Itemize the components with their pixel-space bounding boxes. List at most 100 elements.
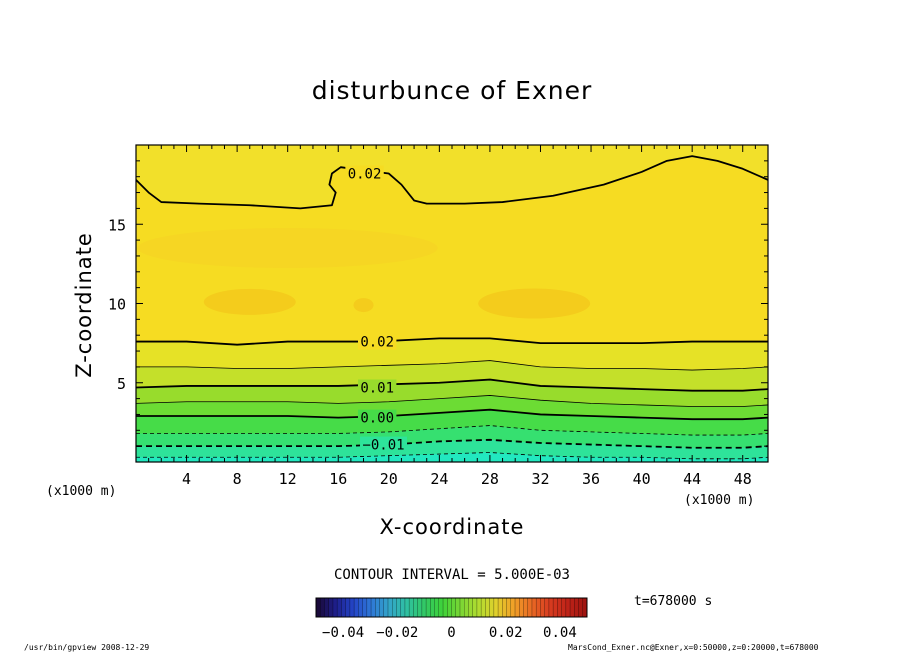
- colorbar-segment: [502, 598, 508, 617]
- contour-label: 0.01: [360, 381, 394, 397]
- colorbar-segment: [493, 598, 499, 617]
- colorbar-segment: [485, 598, 491, 617]
- footer-program-label: /usr/bin/gpview 2008-12-29: [24, 643, 150, 652]
- colorbar-segment: [553, 598, 558, 617]
- colorbar-segment: [443, 598, 448, 617]
- colorbar-segment: [426, 598, 431, 617]
- contour-line: [136, 452, 768, 460]
- field-maximum: [478, 288, 591, 319]
- colorbar-segment: [578, 598, 584, 617]
- colorbar-segment: [447, 598, 452, 617]
- time-label: t=678000 s: [634, 594, 713, 609]
- colorbar-segment: [396, 598, 402, 617]
- field-maximum: [203, 288, 296, 315]
- colorbar-segment: [536, 598, 541, 617]
- colorbar-tick-label: −0.02: [376, 625, 418, 641]
- colorbar-segment: [337, 598, 342, 617]
- colorbar-segment: [476, 598, 482, 617]
- field-maximum: [137, 228, 438, 269]
- colorbar-segment: [455, 598, 461, 617]
- colorbar-segment: [459, 598, 465, 617]
- y-tick-label: 5: [117, 375, 126, 393]
- contour-line: [136, 155, 768, 210]
- colorbar-segment: [582, 598, 588, 617]
- colorbar-segment: [540, 598, 546, 617]
- colorbar-segment: [468, 598, 474, 617]
- colorbar-segment: [531, 598, 537, 617]
- contour-label: −0.01: [362, 438, 404, 454]
- contour-label-bg: [358, 333, 397, 350]
- x-unit-label-left: (x1000 m): [46, 484, 117, 499]
- colorbar-segment: [332, 598, 338, 617]
- colorbar-segment: [371, 598, 376, 617]
- colorbar-segment: [430, 598, 436, 617]
- colorbar-segment: [409, 598, 414, 617]
- contour-interval-label: CONTOUR INTERVAL = 5.000E-03: [333, 567, 570, 583]
- x-tick-label: 12: [279, 470, 297, 488]
- colorbar-segment: [515, 598, 520, 617]
- colorbar-segment: [358, 598, 364, 617]
- contour-label: 0.02: [348, 167, 382, 183]
- colorbar-segment: [519, 598, 524, 617]
- x-tick-label: 44: [683, 470, 701, 488]
- colorbar-segment: [510, 598, 516, 617]
- contour-label-bg: [360, 436, 408, 453]
- y-tick-label: 10: [108, 296, 126, 314]
- colorbar-segment: [557, 598, 563, 617]
- colorbar-segment: [316, 598, 321, 617]
- colorbar-segment: [481, 598, 486, 617]
- colorbar-segment: [464, 598, 469, 617]
- colorbar-tick-label: 0.04: [543, 625, 577, 641]
- x-tick-label: 40: [633, 470, 651, 488]
- colorbar-segment: [451, 598, 457, 617]
- x-unit-label-right: (x1000 m): [684, 493, 755, 508]
- contour-line: [136, 360, 768, 371]
- y-axis-label: Z-coordinate: [72, 232, 96, 378]
- colorbar-segment: [341, 598, 347, 617]
- colorbar-segment: [387, 598, 393, 617]
- x-axis-label: X-coordinate: [379, 515, 525, 539]
- contour-line: [136, 408, 768, 421]
- colorbar-segment: [324, 598, 330, 617]
- colorbar-tick-label: 0: [447, 625, 455, 641]
- colorbar-frame: [315, 597, 588, 618]
- footer-source-label: MarsCond_Exner.nc@Exner,x=0:50000,z=0:20…: [568, 643, 819, 652]
- colorbar-segment: [544, 598, 550, 617]
- colorbar-segment: [489, 598, 495, 617]
- x-tick-label: 8: [233, 470, 242, 488]
- colorbar: −0.04 −0.02 0 0.02 0.04: [315, 597, 588, 641]
- colorbar-segment: [498, 598, 503, 617]
- colorbar-tick-label: 0.02: [489, 625, 523, 641]
- colorbar-segment: [366, 598, 372, 617]
- field-maximum: [353, 298, 374, 313]
- colorbar-segment: [472, 598, 478, 617]
- contour-label: 0.00: [360, 411, 394, 427]
- colorbar-segment: [345, 598, 351, 617]
- colorbar-segment: [434, 598, 440, 617]
- field-band-top: [136, 145, 768, 209]
- contour-line: [136, 337, 768, 346]
- x-tick-label: 16: [329, 470, 347, 488]
- colorbar-segment: [570, 598, 575, 617]
- colorbar-segment: [574, 598, 580, 617]
- colorbar-segment: [506, 598, 512, 617]
- colorbar-segment: [561, 598, 567, 617]
- page-title: disturbunce of Exner: [311, 76, 593, 105]
- colorbar-segment: [349, 598, 355, 617]
- contour-lines: [136, 155, 768, 460]
- contour-label-bg: [345, 165, 384, 182]
- colorbar-segment: [438, 598, 444, 617]
- x-tick-label: 28: [481, 470, 499, 488]
- contour-label: 0.02: [360, 335, 394, 351]
- contour-line: [136, 378, 768, 392]
- colorbar-tick-label: −0.04: [322, 625, 364, 641]
- colorbar-segment: [548, 598, 554, 617]
- colorbar-segment: [421, 598, 427, 617]
- colorbar-segment: [375, 598, 381, 617]
- contour-line: [136, 395, 768, 407]
- x-tick-label: 24: [430, 470, 448, 488]
- contour-label-bg: [358, 379, 397, 396]
- contour-labels: 0.02 0.02 0.01 0.00 −0.01: [345, 165, 408, 454]
